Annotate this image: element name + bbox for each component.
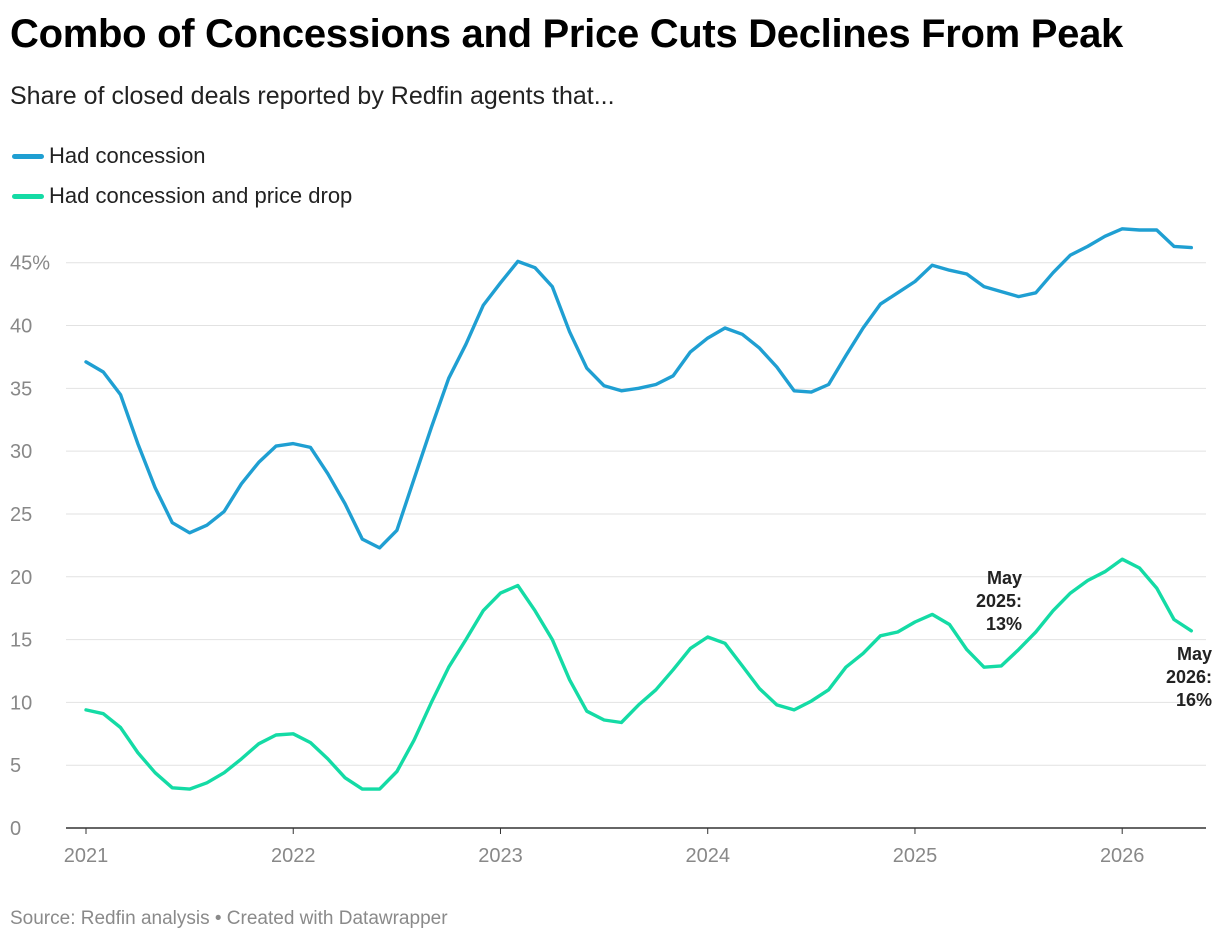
annotation-label: 2025: [976,591,1022,611]
x-axis-labels: 2021 2022 2023 2024 2025 2026 [64,828,1145,867]
y-tick-label: 15 [10,630,32,652]
x-tick-label: 2022 [271,845,316,867]
legend-label-concession: Had concession [49,143,206,168]
y-axis-labels: 0 5 10 15 20 25 30 35 40 45% [10,253,50,840]
y-tick-label: 5 [10,755,21,777]
annotations: May 2025: 13% May 2026: 16% [976,568,1212,710]
legend-swatch-concession [12,153,44,159]
annotation-label: 2026: [1166,667,1212,687]
y-tick-label: 0 [10,818,21,840]
x-tick-label: 2025 [893,845,938,867]
y-tick-label: 40 [10,316,32,338]
legend-item-concession: Had concession [12,136,352,176]
annotation-label: May [987,568,1022,588]
y-tick-label: 25 [10,504,32,526]
y-tick-label: 45% [10,253,50,275]
series-line-concession-price-drop [84,557,1193,791]
chart-title: Combo of Concessions and Price Cuts Decl… [10,12,1123,56]
y-tick-label: 10 [10,692,32,714]
x-tick-label: 2023 [478,845,523,867]
legend-item-concession-price-drop: Had concession and price drop [12,176,352,216]
legend: Had concession Had concession and price … [12,136,352,216]
series-line-concession [84,227,1193,550]
y-tick-label: 30 [10,441,32,463]
chart-subtitle: Share of closed deals reported by Redfin… [10,82,615,110]
legend-label-concession-price-drop: Had concession and price drop [49,183,353,208]
x-tick-label: 2021 [64,845,109,867]
gridlines [66,262,1206,829]
source-footer: Source: Redfin analysis • Created with D… [10,908,448,929]
series-lines [84,227,1193,791]
annotation-label: 13% [986,614,1022,634]
x-tick-label: 2026 [1100,845,1145,867]
y-tick-label: 35 [10,378,32,400]
y-tick-label: 20 [10,567,32,589]
annotation-label: 16% [1176,690,1212,710]
legend-swatch-concession-price-drop [12,193,44,199]
x-tick-label: 2024 [685,845,730,867]
annotation-label: May [1177,644,1212,664]
